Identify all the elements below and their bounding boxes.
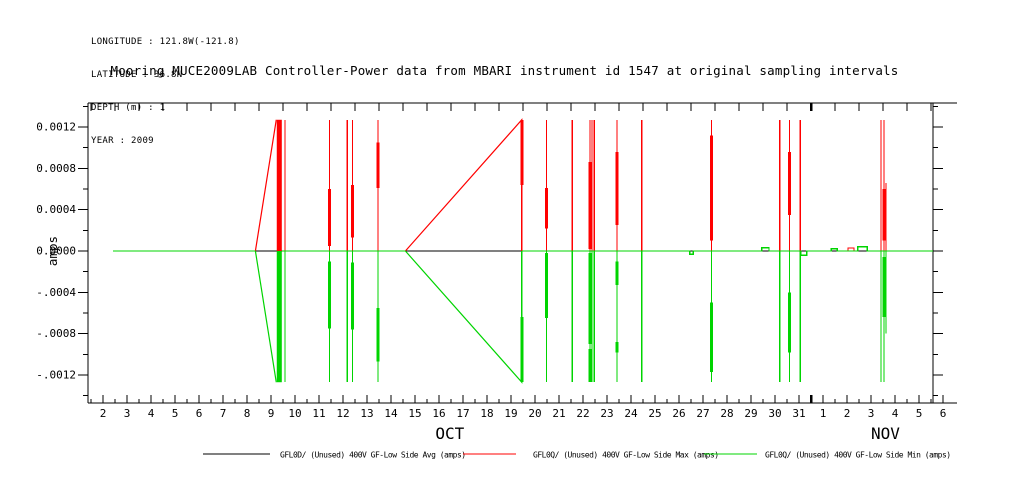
- series-min-block: [276, 251, 282, 383]
- x-tick-label: 2: [100, 407, 107, 420]
- header-line-year: YEAR : 2009: [91, 136, 154, 146]
- x-tick-label: 8: [244, 407, 251, 420]
- y-tick-label: 0.0000: [36, 245, 76, 258]
- x-tick-label: 30: [768, 407, 781, 420]
- series-max-wiggle: [847, 247, 855, 251]
- legend-label-max: GFL0Q/ (Unused) 400V GF-Low Side Max (am…: [533, 451, 719, 460]
- y-tick-label: 0.0004: [36, 203, 76, 216]
- x-tick-label: 18: [480, 407, 493, 420]
- series-max-gap-interpolation: [404, 118, 523, 252]
- x-tick-label: 15: [408, 407, 421, 420]
- x-tick-label: 21: [552, 407, 565, 420]
- x-tick-label: 2: [844, 407, 851, 420]
- x-tick-label: 7: [220, 407, 227, 420]
- x-tick-label: 11: [312, 407, 325, 420]
- header-line-longitude: LONGITUDE : 121.8W(-121.8): [91, 37, 240, 47]
- series-max-block: [276, 119, 282, 251]
- x-tick-label: 6: [196, 407, 203, 420]
- x-tick-label: 10: [288, 407, 301, 420]
- x-tick-label: 31: [792, 407, 805, 420]
- y-tick-label: -.0004: [36, 286, 76, 299]
- y-tick-label: -.0008: [36, 327, 76, 340]
- y-tick-label: 0.0008: [36, 162, 76, 175]
- x-tick-label: 24: [624, 407, 638, 420]
- y-tick-label: -.0012: [36, 368, 76, 381]
- x-tick-label: 27: [696, 407, 709, 420]
- x-tick-label: 20: [528, 407, 541, 420]
- header-line-depth: DEPTH (m) : 1: [91, 103, 166, 113]
- series-min-ramp: [254, 250, 277, 383]
- legend-label-min: GFL0Q/ (Unused) 400V GF-Low Side Min (am…: [765, 451, 951, 460]
- x-tick-label: 5: [172, 407, 179, 420]
- x-tick-label: 6: [940, 407, 947, 420]
- series-min-gap-interpolation: [404, 250, 523, 384]
- x-tick-label: 17: [456, 407, 469, 420]
- x-tick-label: 16: [432, 407, 445, 420]
- x-tick-label: 29: [744, 407, 757, 420]
- series-min-line: [521, 246, 933, 256]
- x-tick-label: 5: [916, 407, 923, 420]
- x-tick-label: 19: [504, 407, 517, 420]
- x-tick-label: 3: [124, 407, 131, 420]
- header-line-latitude: LATITUDE : 36.8N: [91, 70, 183, 80]
- x-tick-label: 4: [892, 407, 899, 420]
- x-tick-label: 28: [720, 407, 733, 420]
- y-axis-title: amps: [45, 236, 60, 266]
- x-tick-label: 26: [672, 407, 685, 420]
- x-tick-label: 22: [576, 407, 589, 420]
- x-tick-label: 14: [384, 407, 398, 420]
- x-tick-label: 3: [868, 407, 875, 420]
- chart-title: Mooring MUCE2009LAB Controller-Power dat…: [110, 63, 899, 78]
- y-tick-label: 0.0012: [36, 121, 76, 134]
- month-label-oct: OCT: [435, 424, 464, 443]
- x-tick-label: 23: [600, 407, 613, 420]
- header-info: LONGITUDE : 121.8W(-121.8) LATITUDE : 36…: [91, 15, 240, 169]
- x-tick-label: 25: [648, 407, 661, 420]
- x-tick-label: 4: [148, 407, 155, 420]
- legend-label-avg: GFL0D/ (Unused) 400V GF-Low Side Avg (am…: [280, 451, 466, 460]
- x-tick-label: 13: [360, 407, 373, 420]
- month-label-nov: NOV: [871, 424, 900, 443]
- x-tick-label: 12: [336, 407, 349, 420]
- series-max-ramp: [254, 119, 277, 252]
- x-tick-label: 1: [820, 407, 827, 420]
- x-tick-label: 9: [268, 407, 275, 420]
